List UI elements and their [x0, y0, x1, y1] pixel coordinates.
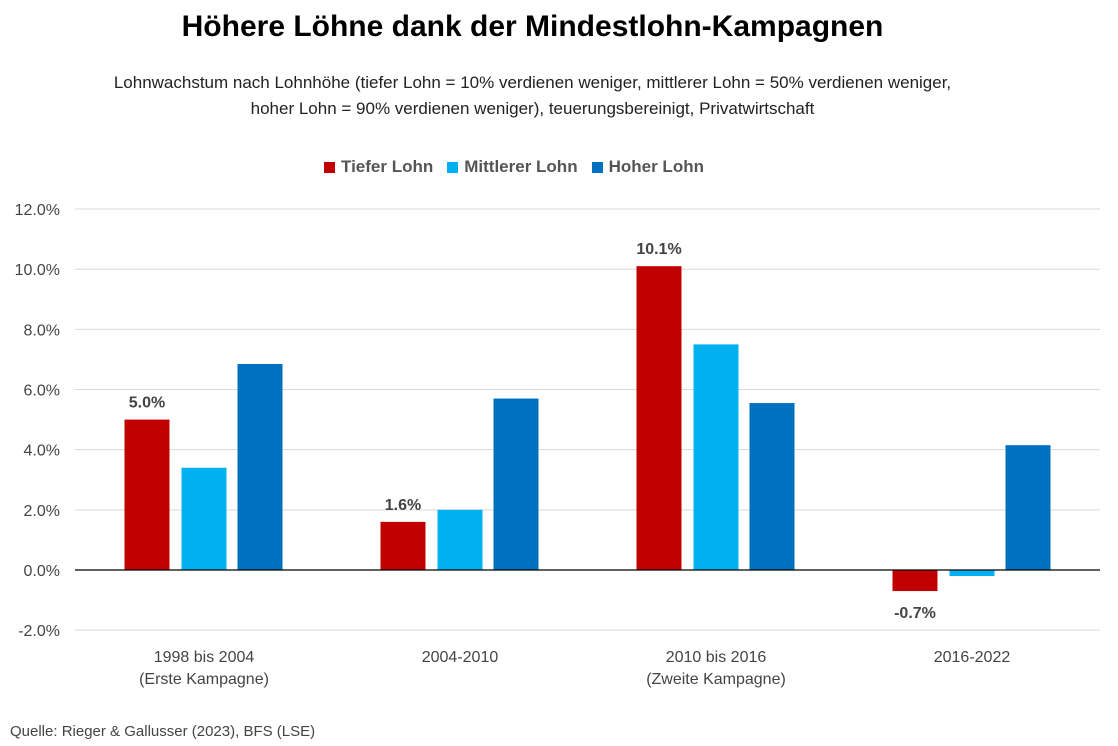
legend-label: Hoher Lohn [608, 157, 704, 176]
bar-0-1 [380, 521, 426, 570]
subtitle-line-2: hoher Lohn = 90% verdienen weniger), teu… [250, 99, 815, 118]
bar-0-0 [124, 419, 170, 570]
y-tick-label: 0.0% [24, 563, 60, 580]
y-tick-label: -2.0% [18, 623, 60, 640]
y-tick-label: 6.0% [24, 383, 60, 400]
x-tick-label: (Zweite Kampagne) [646, 671, 786, 688]
x-tick-label: 1998 bis 2004 [154, 649, 255, 666]
x-tick-label: 2004-2010 [422, 649, 499, 666]
bar-1-1 [437, 509, 483, 570]
bar-2-3 [1005, 445, 1051, 570]
legend-swatch [591, 161, 603, 173]
bar-1-0 [181, 467, 227, 570]
legend-swatch [447, 161, 459, 173]
chart-title: Höhere Löhne dank der Mindestlohn-Kampag… [181, 10, 884, 43]
bar-0-2 [636, 266, 682, 570]
bar-2-0 [237, 363, 283, 570]
y-tick-label: 8.0% [24, 322, 60, 339]
x-tick-label: (Erste Kampagne) [139, 671, 269, 688]
bar-2-1 [493, 398, 539, 570]
x-tick-label: 2016-2022 [934, 649, 1011, 666]
x-tick-label: 2010 bis 2016 [666, 649, 767, 666]
legend: Tiefer Lohn Mittlerer Lohn Hoher Lohn [0, 157, 1073, 177]
data-label: -0.7% [894, 605, 936, 622]
legend-swatch [324, 161, 335, 173]
bar-0-3 [892, 570, 938, 592]
legend-label: Mittlerer Lohn [464, 157, 578, 176]
legend-item-hoher: Hoher Lohn [591, 157, 704, 177]
bar-1-3 [949, 570, 995, 577]
legend-item-mittlerer: Mittlerer Lohn [447, 157, 578, 177]
source-note: Quelle: Rieger & Gallusser (2023), BFS (… [10, 723, 316, 740]
data-label: 10.1% [636, 241, 681, 258]
data-label: 5.0% [129, 395, 165, 412]
subtitle-line-1: Lohnwachstum nach Lohnhöhe (tiefer Lohn … [113, 73, 952, 92]
bar-2-2 [749, 403, 795, 570]
legend-item-tiefer: Tiefer Lohn [324, 157, 433, 177]
legend-label: Tiefer Lohn [341, 157, 434, 176]
y-tick-label: 12.0% [15, 202, 60, 219]
bar-1-2 [693, 344, 739, 570]
chart-subtitle: Lohnwachstum nach Lohnhöhe (tiefer Lohn … [0, 70, 1065, 122]
y-tick-label: 2.0% [24, 503, 60, 520]
y-tick-label: 4.0% [24, 443, 60, 460]
data-label: 1.6% [385, 497, 421, 514]
y-tick-label: 10.0% [15, 262, 60, 279]
